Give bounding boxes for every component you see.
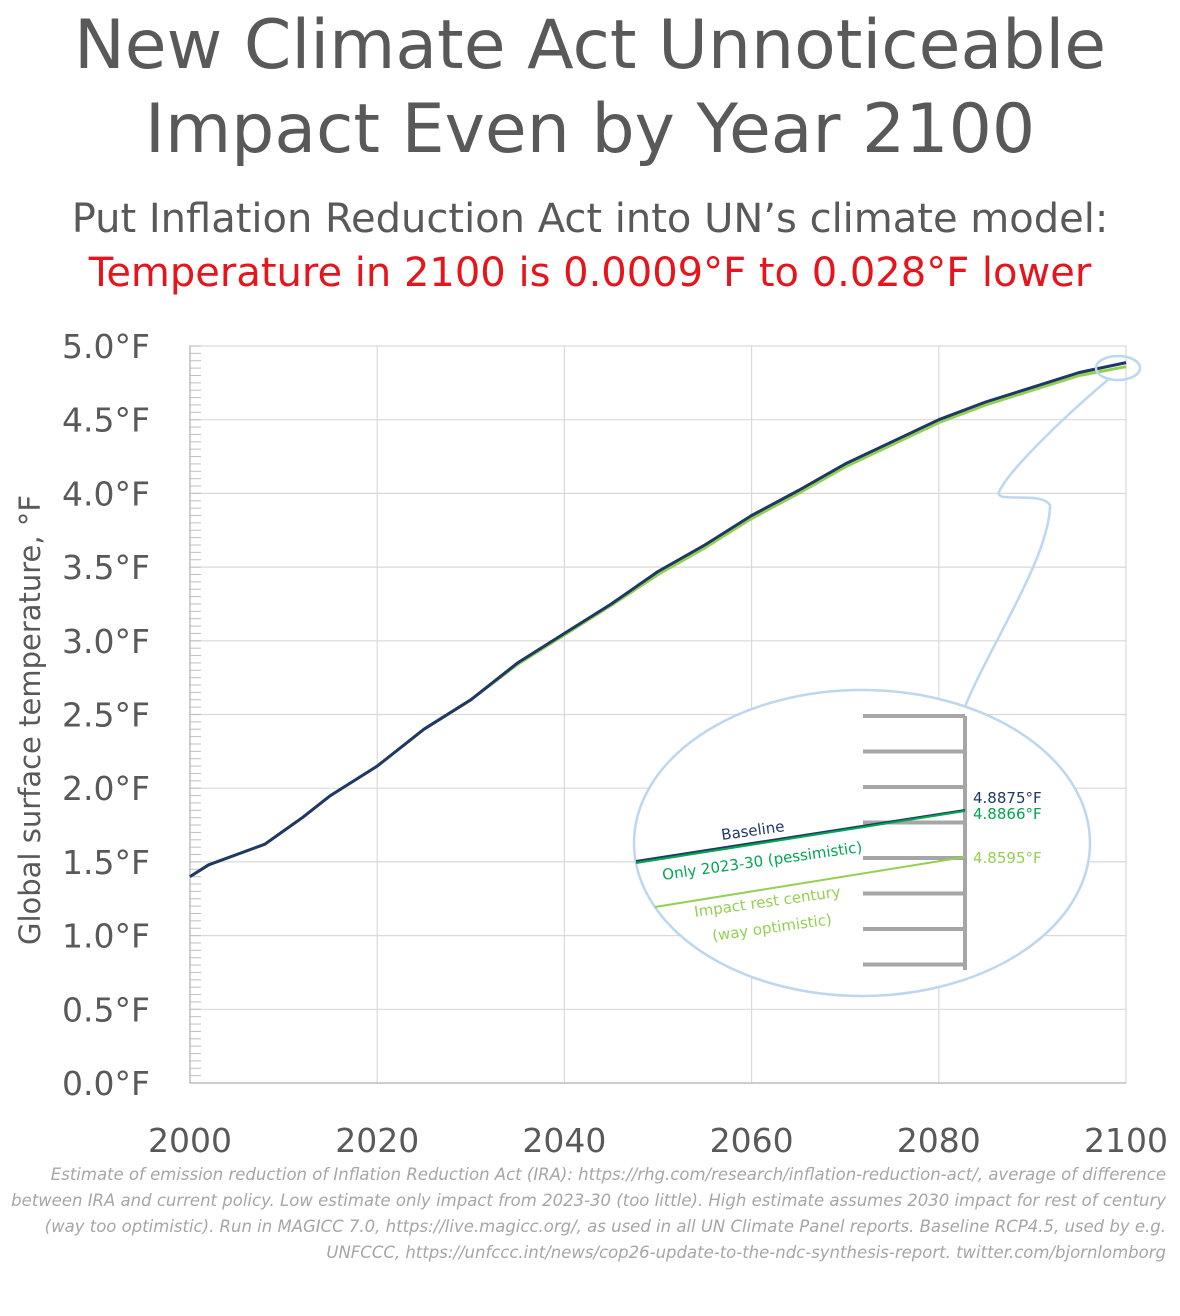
inset-line-baseline xyxy=(635,809,966,862)
x-tick-label: 2040 xyxy=(522,1121,606,1160)
y-axis-label: Global surface temperature, °F xyxy=(13,495,47,945)
footnote: Estimate of emission reduction of Inflat… xyxy=(11,1165,1166,1262)
y-tick-label: 1.5°F xyxy=(62,843,150,882)
x-tick-label: 2080 xyxy=(897,1121,981,1160)
inset-line-pessimistic xyxy=(635,810,966,864)
inset-line-optimistic xyxy=(654,856,966,908)
zoom-source-ellipse xyxy=(1094,354,1142,382)
subtitle: Put Inflation Reduction Act into UN’s cl… xyxy=(71,196,1109,242)
inset-value-optimistic: 4.8595°F xyxy=(973,849,1042,867)
y-tick-label: 2.5°F xyxy=(62,696,150,735)
x-tick-label: 2100 xyxy=(1084,1121,1168,1160)
y-tick-label: 2.0°F xyxy=(62,769,150,808)
title-line-1: New Climate Act Unnoticeable xyxy=(73,6,1107,85)
chart-axes xyxy=(189,346,1126,1084)
x-tick-labels: 2000 2020 2040 2060 2080 2100 xyxy=(148,1121,1168,1160)
y-tick-label: 3.0°F xyxy=(62,622,150,661)
y-tick-label: 0.0°F xyxy=(62,1064,150,1103)
x-tick-label: 2060 xyxy=(710,1121,794,1160)
headline: Temperature in 2100 is 0.0009°F to 0.028… xyxy=(88,250,1092,296)
y-tick-label: 4.5°F xyxy=(62,401,150,440)
series-line-baseline xyxy=(189,361,1127,878)
y-tick-label: 5.0°F xyxy=(62,327,150,366)
callout-connector xyxy=(958,377,1111,721)
title-line-2: Impact Even by Year 2100 xyxy=(144,90,1036,169)
y-axis-minor-ticks xyxy=(189,345,201,1084)
x-tick-label: 2000 xyxy=(148,1121,232,1160)
y-tick-label: 0.5°F xyxy=(62,990,150,1029)
zoom-callout: Baseline Only 2023-30 (pessimistic) Impa… xyxy=(632,354,1142,998)
y-tick-labels: 0.0°F 0.5°F 1.0°F 1.5°F 2.0°F 2.5°F 3.0°F 3.5°F… xyxy=(62,327,150,1103)
series-lines xyxy=(189,361,1127,878)
y-tick-label: 1.0°F xyxy=(62,917,150,956)
inset-value-pessimistic: 4.8866°F xyxy=(973,805,1042,823)
y-tick-label: 4.0°F xyxy=(62,474,150,513)
zoom-inset-ellipse xyxy=(632,688,1092,998)
y-tick-label: 3.5°F xyxy=(62,548,150,587)
inset-value-baseline: 4.8875°F xyxy=(973,789,1042,807)
x-tick-label: 2020 xyxy=(335,1121,419,1160)
temperature-chart: 0.0°F 0.5°F 1.0°F 1.5°F 2.0°F 2.5°F 3.0°F 3.5°F… xyxy=(13,327,1168,1160)
